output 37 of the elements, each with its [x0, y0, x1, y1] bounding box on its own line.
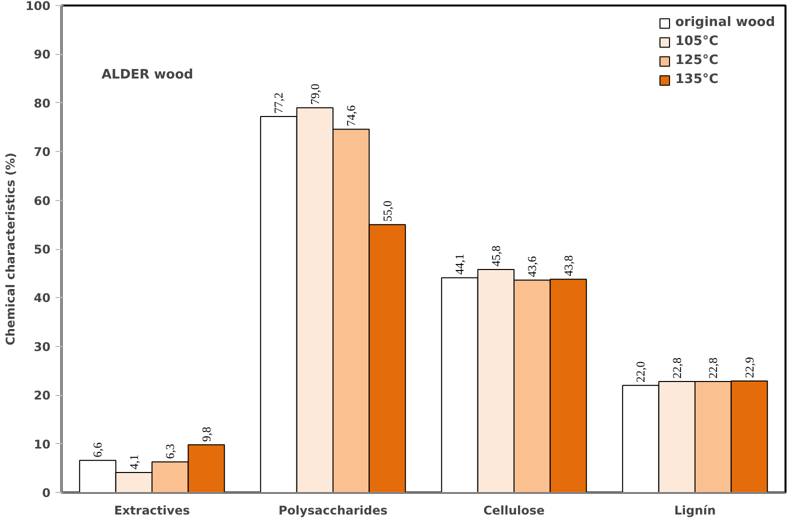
data-label: 4,1: [126, 454, 141, 470]
y-tick-label: 20: [34, 388, 51, 403]
y-tick-label: 0: [42, 486, 51, 500]
data-label: 55,0: [380, 200, 394, 222]
data-label: 22,9: [742, 356, 756, 378]
y-tick-label: 30: [34, 340, 51, 354]
data-label: 77,2: [272, 92, 286, 114]
data-label: 6,3: [163, 444, 178, 459]
data-label: 43,6: [525, 256, 540, 278]
legend-label: 105°C: [675, 34, 718, 49]
y-tick-label: 40: [34, 291, 51, 306]
data-label: 79,0: [308, 84, 322, 105]
y-tick-label: 90: [34, 48, 51, 62]
x-tick-label: Extractives: [114, 504, 190, 518]
data-label: 22,8: [706, 357, 720, 378]
data-label: 6,6: [90, 442, 105, 458]
legend-label: original wood: [675, 15, 775, 30]
y-tick-label: 10: [34, 437, 51, 452]
legend-label: 135°C: [675, 72, 718, 87]
y-tick-label: 80: [34, 96, 51, 110]
y-axis-title: Chemical characteristics (%): [3, 152, 18, 346]
data-label: 9,8: [199, 426, 214, 442]
data-label: 22,0: [634, 361, 648, 382]
data-label: 74,6: [344, 105, 358, 126]
data-label: 43,8: [561, 255, 576, 276]
data-label: 45,8: [488, 245, 503, 266]
legend-label: 125°C: [675, 53, 718, 68]
x-tick-label: Cellulose: [483, 504, 545, 518]
annotation: ALDER wood: [102, 68, 194, 82]
y-tick-label: 60: [34, 194, 51, 208]
y-tick-label: 50: [34, 242, 51, 256]
y-tick-label: 70: [34, 145, 51, 160]
x-tick-label: Polysaccharides: [278, 504, 388, 518]
data-label: 22,8: [670, 357, 684, 378]
x-tick-label: Lignín: [674, 504, 716, 518]
data-label: 44,1: [452, 254, 467, 275]
y-tick-label: 100: [25, 0, 51, 13]
